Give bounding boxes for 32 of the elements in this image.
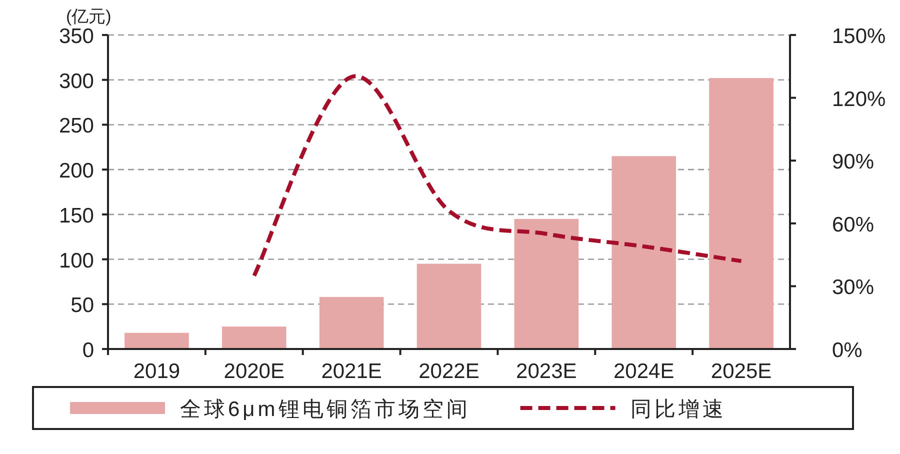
y2-tick-label: 150% <box>832 25 886 48</box>
y-tick-label: 200 <box>58 160 94 183</box>
y-tick-label: 300 <box>58 70 94 93</box>
bar <box>514 218 579 349</box>
line-series <box>252 74 744 278</box>
bar <box>709 78 774 349</box>
x-tick-label: 2023E <box>516 360 577 383</box>
y-tick-label: 150 <box>58 204 94 228</box>
y-tick-label: 0 <box>82 339 94 362</box>
x-tick-label: 2024E <box>613 360 674 383</box>
y-axis-title: (亿元) <box>66 7 112 26</box>
x-tick-label: 2020E <box>224 360 285 383</box>
x-tick-label: 2021E <box>321 360 382 383</box>
bar <box>222 326 286 349</box>
y-tick-label: 250 <box>58 114 94 138</box>
bar <box>416 264 482 349</box>
y2-tick-label: 30% <box>832 276 874 300</box>
legend-label: 同比增速 <box>630 398 726 421</box>
bar <box>124 332 189 349</box>
legend-label: 全球6μm锂电铜箔市场空间 <box>180 398 470 421</box>
y2-tick-label: 90% <box>832 150 874 174</box>
x-tick-label: 2022E <box>418 360 480 383</box>
y2-tick-label: 120% <box>832 88 886 111</box>
y-tick-label: 50 <box>70 294 94 318</box>
bar <box>319 296 384 349</box>
x-tick-label: 2025E <box>710 360 772 383</box>
x-tick-label: 2019 <box>133 360 180 383</box>
bar <box>612 156 676 349</box>
y-tick-label: 350 <box>58 25 94 48</box>
y2-tick-label: 60% <box>832 213 874 236</box>
y2-tick-label: 0% <box>832 339 862 362</box>
y-tick-label: 100 <box>58 249 94 272</box>
